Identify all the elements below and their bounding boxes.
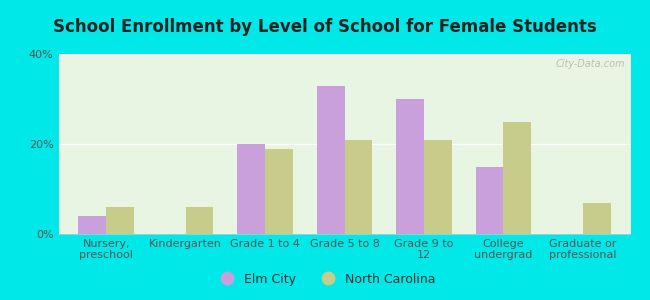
Bar [424, 140, 452, 234]
Text: City-Data.com: City-Data.com [555, 59, 625, 69]
Bar [396, 99, 424, 234]
Bar [476, 167, 503, 234]
Bar [583, 202, 610, 234]
Bar [79, 216, 106, 234]
Bar [237, 144, 265, 234]
Bar [265, 148, 293, 234]
Bar [503, 122, 531, 234]
Bar [106, 207, 134, 234]
Bar [317, 85, 345, 234]
Bar [344, 140, 372, 234]
Legend: Elm City, North Carolina: Elm City, North Carolina [209, 268, 441, 291]
Bar [186, 207, 213, 234]
Text: School Enrollment by Level of School for Female Students: School Enrollment by Level of School for… [53, 18, 597, 36]
